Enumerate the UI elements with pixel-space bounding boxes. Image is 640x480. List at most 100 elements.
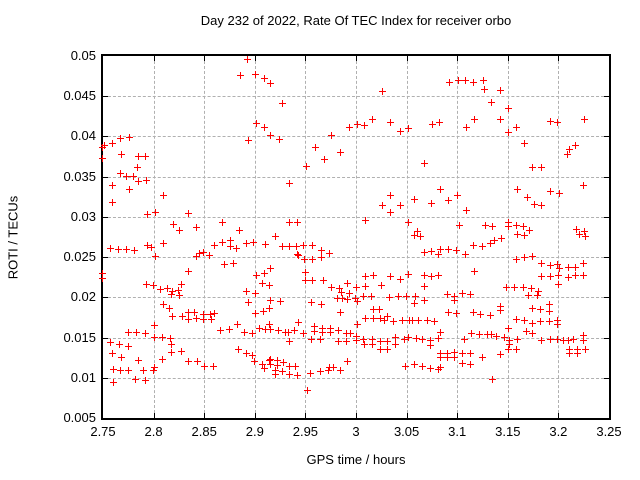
data-point [219,238,227,246]
data-point [259,307,267,315]
data-point [260,270,268,277]
data-point [133,328,141,336]
data-point [564,263,572,271]
data-point [252,119,260,127]
data-point [444,354,452,362]
data-point [147,244,155,252]
data-point [326,324,334,332]
data-point [451,296,459,304]
data-point [242,287,250,295]
data-point [295,319,303,327]
data-point [505,340,513,348]
data-point [308,335,316,343]
data-point [384,346,392,354]
data-point [554,316,562,324]
data-point [579,336,587,344]
data-point [118,150,126,158]
tick-mark [604,176,609,178]
tick-mark [406,56,408,61]
data-point [123,172,131,180]
data-point [266,80,274,88]
data-point [362,315,370,323]
tick-mark [153,413,155,418]
data-point [461,335,469,343]
data-point [546,318,554,326]
data-point [193,315,201,323]
data-point [261,325,269,333]
data-point [392,334,400,342]
data-point [529,253,537,261]
data-point [309,256,317,264]
data-point [266,297,274,305]
data-point [563,150,571,158]
data-point [193,224,201,232]
tick-mark [604,136,609,138]
data-point [242,350,250,358]
data-point [504,324,512,332]
data-point [423,317,431,325]
x-tick-label: 3.25 [596,424,622,439]
data-point [244,298,252,306]
data-point [470,241,478,249]
data-point [571,264,579,272]
x-tick-label: 2.8 [144,424,163,439]
data-point [206,251,214,259]
data-point [325,249,333,257]
data-point [200,315,208,323]
data-point [251,70,259,78]
gridline-vertical [558,56,560,418]
data-point [286,363,294,371]
data-point [486,311,494,319]
data-point [217,327,225,335]
data-point [175,291,183,299]
data-point [384,312,392,320]
data-point [272,371,280,379]
data-point [471,267,479,275]
data-point [244,137,252,145]
data-point [293,243,301,251]
x-tick-label: 2.75 [90,424,116,439]
data-point [248,352,256,360]
data-point [211,310,219,318]
data-point [445,196,453,204]
data-point [151,208,159,216]
data-point [524,194,532,202]
data-point [185,209,193,217]
data-point [166,335,174,343]
data-point [167,348,175,356]
gridline-horizontal [103,257,609,259]
data-point [462,76,470,84]
data-point [468,330,476,338]
x-tick-label: 3.2 [549,424,568,439]
data-point [168,312,176,320]
data-point [251,290,259,298]
data-point [416,233,424,240]
data-point [581,233,589,240]
data-point [158,356,166,364]
data-point [534,291,542,299]
data-point [300,330,308,338]
data-point [451,292,459,300]
data-point [109,199,117,207]
data-point [454,191,462,199]
data-point [451,354,459,362]
data-point [272,366,280,374]
data-point [266,325,274,333]
data-point [502,283,510,291]
tick-mark [507,413,509,418]
data-point [118,353,126,361]
tick-mark [356,413,357,418]
data-point [420,296,428,304]
data-point [538,163,546,171]
data-point [320,155,328,163]
data-point [492,332,500,340]
data-point [309,277,317,285]
data-point [362,282,370,290]
data-point [546,307,554,315]
gridline-vertical [356,56,357,418]
data-point [200,311,208,319]
data-point [413,228,421,236]
data-point [420,159,428,167]
data-point [135,356,143,364]
tick-mark [406,413,408,418]
